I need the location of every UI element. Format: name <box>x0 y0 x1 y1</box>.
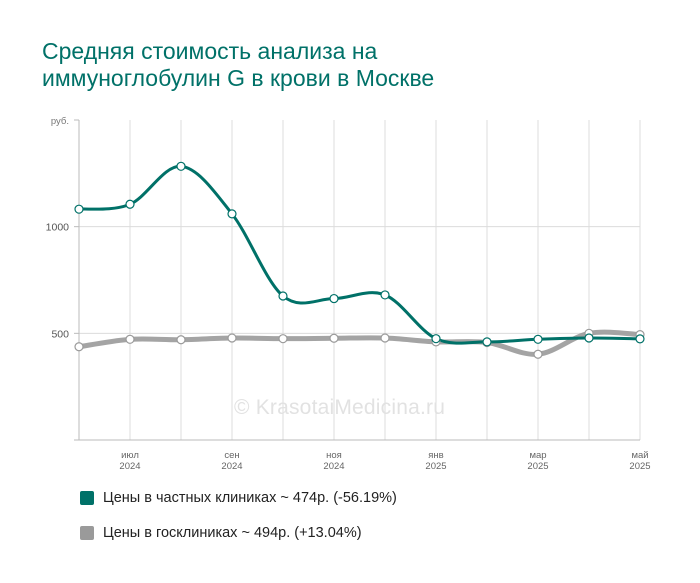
data-point-private <box>74 204 84 214</box>
data-point-private <box>125 199 135 209</box>
data-point-private <box>533 334 543 344</box>
legend-swatch-public <box>80 526 94 540</box>
legend-label-private: Цены в частных клиниках ~ 474р. (-56.19%… <box>103 490 397 506</box>
x-tick-label-year: 2025 <box>629 461 650 472</box>
legend-swatch-private <box>80 491 94 505</box>
data-point-public <box>176 335 186 345</box>
x-tick-label-month: сен <box>224 450 239 461</box>
data-point-public <box>380 333 390 343</box>
y-tick-label: 500 <box>51 328 69 340</box>
x-tick-label-year: 2024 <box>221 461 242 472</box>
series-line-public <box>76 329 643 357</box>
chart-title: Средняя стоимость анализа на иммуноглобу… <box>42 38 662 92</box>
x-tick-label-month: ноя <box>326 450 342 461</box>
watermark: © KrasotaiMedicina.ru <box>234 396 446 419</box>
data-point-public <box>533 349 543 359</box>
legend-item-private[interactable]: Цены в частных клиниках ~ 474р. (-56.19%… <box>80 490 397 506</box>
chart-title-line-1: Средняя стоимость анализа на <box>42 38 378 64</box>
series-line-private <box>77 164 642 345</box>
data-point-public <box>278 334 288 344</box>
y-tick-label: 1000 <box>46 222 70 234</box>
y-axis-unit-label: руб. <box>51 116 69 127</box>
x-tick-label-month: янв <box>428 450 443 461</box>
data-point-public <box>329 333 339 343</box>
data-point-public <box>74 342 84 352</box>
data-point-private <box>380 290 390 300</box>
x-tick-label-month: июл <box>121 450 139 461</box>
data-point-private <box>278 291 288 301</box>
x-tick-label-year: 2024 <box>119 461 140 472</box>
data-point-private <box>431 334 441 344</box>
x-tick-label-month: май <box>631 450 648 461</box>
data-point-private <box>635 334 645 344</box>
chart-title-line-2: иммуноглобулин G в крови в Москве <box>42 65 435 91</box>
x-tick-label-month: мар <box>529 450 546 461</box>
data-point-public <box>227 333 237 343</box>
data-point-private <box>176 161 186 171</box>
legend-label-public: Цены в госклиниках ~ 494р. (+13.04%) <box>103 525 362 541</box>
data-point-public <box>125 334 135 344</box>
data-point-private <box>482 337 492 347</box>
data-point-private <box>329 293 339 304</box>
data-point-private <box>584 333 594 343</box>
data-point-private <box>227 209 237 219</box>
x-tick-label-year: 2025 <box>527 461 548 472</box>
legend-item-public[interactable]: Цены в госклиниках ~ 494р. (+13.04%) <box>80 525 362 541</box>
x-tick-label-year: 2025 <box>425 461 446 472</box>
x-tick-label-year: 2024 <box>323 461 344 472</box>
